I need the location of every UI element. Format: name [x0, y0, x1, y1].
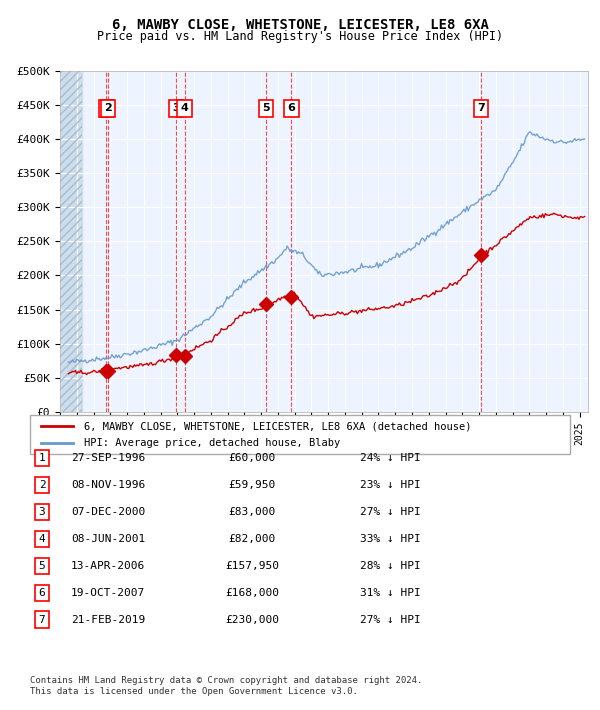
Text: 33% ↓ HPI: 33% ↓ HPI	[359, 534, 421, 544]
Text: 28% ↓ HPI: 28% ↓ HPI	[359, 561, 421, 571]
Text: 24% ↓ HPI: 24% ↓ HPI	[359, 453, 421, 463]
Text: £230,000: £230,000	[225, 615, 279, 625]
Text: 7: 7	[38, 615, 46, 625]
FancyBboxPatch shape	[30, 415, 570, 454]
Text: 07-DEC-2000: 07-DEC-2000	[71, 507, 145, 517]
Text: £60,000: £60,000	[229, 453, 275, 463]
Text: 08-NOV-1996: 08-NOV-1996	[71, 480, 145, 490]
Text: 1: 1	[38, 453, 46, 463]
Text: 3: 3	[172, 104, 180, 114]
Text: 1: 1	[102, 104, 110, 114]
Text: HPI: Average price, detached house, Blaby: HPI: Average price, detached house, Blab…	[84, 439, 340, 449]
Text: 2: 2	[38, 480, 46, 490]
Text: 27-SEP-1996: 27-SEP-1996	[71, 453, 145, 463]
Text: 6, MAWBY CLOSE, WHETSTONE, LEICESTER, LE8 6XA (detached house): 6, MAWBY CLOSE, WHETSTONE, LEICESTER, LE…	[84, 421, 472, 431]
Text: 5: 5	[38, 561, 46, 571]
Text: 27% ↓ HPI: 27% ↓ HPI	[359, 615, 421, 625]
Text: 19-OCT-2007: 19-OCT-2007	[71, 588, 145, 598]
Text: 3: 3	[38, 507, 46, 517]
Bar	[60, 71, 82, 412]
Text: 08-JUN-2001: 08-JUN-2001	[71, 534, 145, 544]
Text: 4: 4	[181, 104, 188, 114]
Text: £168,000: £168,000	[225, 588, 279, 598]
Text: £83,000: £83,000	[229, 507, 275, 517]
Text: £59,950: £59,950	[229, 480, 275, 490]
Text: 7: 7	[478, 104, 485, 114]
Text: Contains HM Land Registry data © Crown copyright and database right 2024.
This d: Contains HM Land Registry data © Crown c…	[30, 677, 422, 696]
Text: 13-APR-2006: 13-APR-2006	[71, 561, 145, 571]
Text: 27% ↓ HPI: 27% ↓ HPI	[359, 507, 421, 517]
Text: 6, MAWBY CLOSE, WHETSTONE, LEICESTER, LE8 6XA: 6, MAWBY CLOSE, WHETSTONE, LEICESTER, LE…	[112, 18, 488, 32]
Text: £82,000: £82,000	[229, 534, 275, 544]
Text: 21-FEB-2019: 21-FEB-2019	[71, 615, 145, 625]
Bar	[60, 71, 82, 412]
Text: 23% ↓ HPI: 23% ↓ HPI	[359, 480, 421, 490]
Text: Price paid vs. HM Land Registry's House Price Index (HPI): Price paid vs. HM Land Registry's House …	[97, 30, 503, 43]
Text: 5: 5	[262, 104, 269, 114]
Text: 6: 6	[287, 104, 295, 114]
Text: £157,950: £157,950	[225, 561, 279, 571]
Text: 2: 2	[104, 104, 112, 114]
Text: 4: 4	[38, 534, 46, 544]
Text: 6: 6	[38, 588, 46, 598]
Text: 31% ↓ HPI: 31% ↓ HPI	[359, 588, 421, 598]
